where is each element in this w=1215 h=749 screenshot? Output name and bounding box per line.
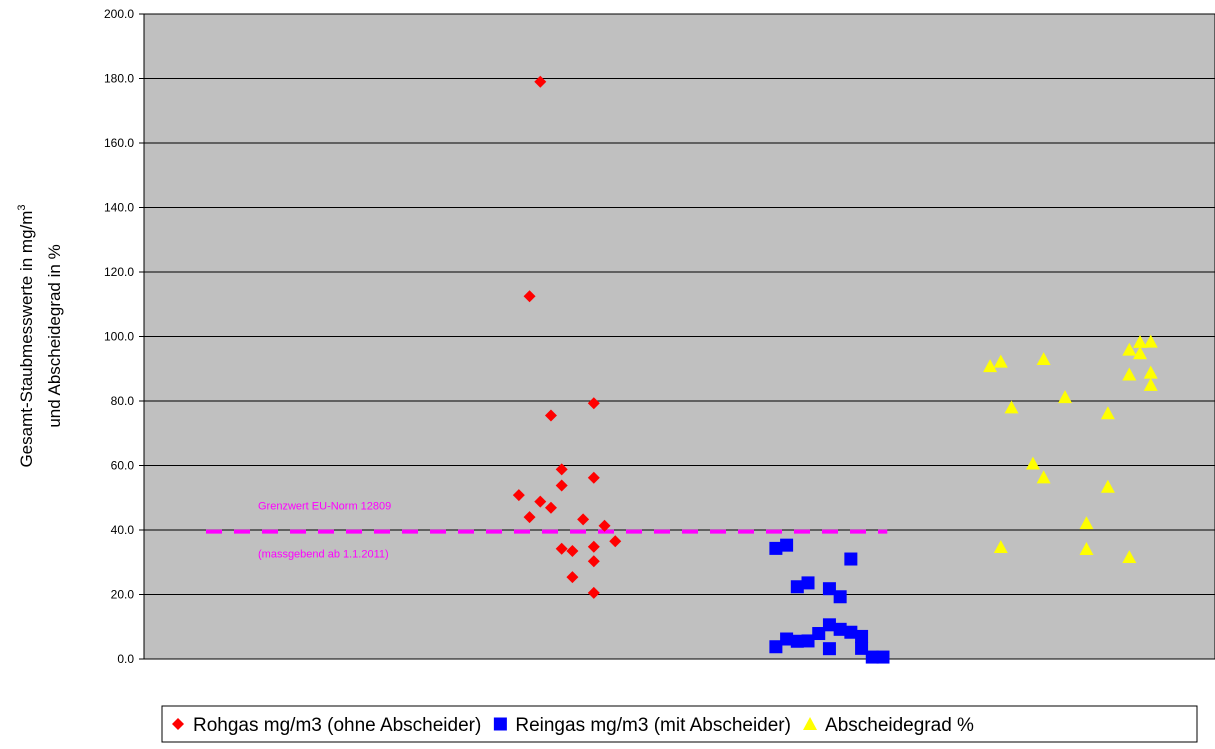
data-point-square [844,625,858,639]
data-point-diamond [566,571,579,584]
data-point-diamond [534,75,547,88]
data-point-square [780,538,794,552]
legend-box [161,705,1198,743]
legend-marker-triangle [803,717,818,730]
data-point-triangle [993,354,1008,368]
data-point-square [855,629,869,643]
data-point-triangle [1133,346,1148,360]
legend-label: Abscheidegrad % [825,715,974,736]
data-point-square [844,552,858,566]
svg-text:Gesamt-Staubmesswerte in mg/m3: Gesamt-Staubmesswerte in mg/m3 [16,204,36,467]
reference-label-above: Grenzwert EU-Norm 12809 [258,501,391,513]
data-point-square [822,618,836,632]
data-point-triangle [1004,400,1019,414]
data-point-diamond [609,535,622,548]
data-point-square [790,634,804,648]
data-point-square [865,650,879,664]
data-point-triangle [1122,367,1137,381]
data-point-triangle [1058,390,1073,404]
y-tick-label: 40.0 [111,523,135,537]
data-point-square [780,632,794,646]
y-tick-label: 80.0 [111,394,135,408]
data-point-diamond [598,519,611,532]
data-point-diamond [512,489,525,502]
data-point-triangle [1036,470,1051,484]
y-tick-label: 160.0 [104,136,134,150]
y-tick-label: 60.0 [111,459,135,473]
y-tick-label: 120.0 [104,265,134,279]
data-point-triangle [1143,365,1158,379]
series-triangle [983,334,1158,564]
data-point-triangle [1079,516,1094,530]
data-point-square [855,641,869,655]
legend-label: Reingas mg/m3 (mit Abscheider) [515,715,791,736]
y-tick-label: 140.0 [104,201,134,215]
data-point-triangle [1100,406,1115,420]
legend-items: Rohgas mg/m3 (ohne Abscheider) Reingas mg… [172,715,974,736]
y-tick-label: 0.0 [117,652,134,666]
data-point-square [790,580,804,594]
data-point-triangle [993,540,1008,554]
y-tick-label: 200.0 [104,7,134,21]
data-point-triangle [1143,377,1158,391]
data-point-triangle [1100,479,1115,493]
y-axis-title-line1: Gesamt-Staubmesswerte in mg/m [17,211,36,468]
y-tick-label: 20.0 [111,588,135,602]
data-point-diamond [523,511,536,524]
legend-item: Reingas mg/m3 (mit Abscheider) [493,715,791,736]
data-point-diamond [587,540,600,553]
legend-item: Rohgas mg/m3 (ohne Abscheider) [172,715,481,736]
data-point-triangle [1143,334,1158,348]
data-point-square [801,576,815,590]
data-point-diamond [534,495,547,508]
legend-item: Abscheidegrad % [803,715,974,736]
legend: Rohgas mg/m3 (ohne Abscheider) Reingas mg… [161,705,1198,743]
data-point-square [769,541,783,555]
y-axis-title: Gesamt-Staubmesswerte in mg/m3 und Absch… [16,204,64,467]
data-point-triangle [1122,342,1137,356]
y-tick-label: 180.0 [104,72,134,86]
data-point-square [769,640,783,654]
data-point-triangle [1079,542,1094,555]
y-axis-ticks: 0.0 20.0 40.0 60.0 80.0 100.0 120.0 140.0 160.0 1… [104,7,144,666]
data-point-square [822,582,836,596]
reference-label-below: (massgebend ab 1.1.2011) [258,549,389,561]
data-point-diamond [587,397,600,410]
legend-marker-square [493,717,507,731]
data-point-triangle [1025,456,1040,470]
series-diamond [512,75,622,599]
data-point-diamond [555,463,568,476]
data-point-triangle [1122,550,1137,564]
data-point-diamond [555,479,568,492]
legend-label: Rohgas mg/m3 (ohne Abscheider) [193,715,481,736]
data-point-diamond [587,586,600,599]
y-axis-title-line2: und Abscheidegrad in % [45,244,64,427]
data-point-diamond [587,471,600,484]
data-point-triangle [1036,352,1051,366]
series-square [769,538,890,664]
y-tick-label: 100.0 [104,330,134,344]
data-point-diamond [523,290,536,303]
data-point-diamond [577,513,590,526]
data-points [512,75,1158,664]
data-point-square [833,590,847,604]
data-point-square [822,642,836,656]
y-axis-title-superscript: 3 [16,204,28,210]
data-point-diamond [587,555,600,568]
data-point-diamond [566,544,579,557]
reference-line-group: Grenzwert EU-Norm 12809 (massgebend ab 1… [206,501,888,561]
data-point-square [876,650,890,664]
data-point-diamond [544,409,557,422]
data-point-square [801,634,815,648]
data-point-square [812,627,826,641]
legend-marker-diamond [172,718,184,730]
data-point-diamond [544,501,557,514]
data-point-square [833,622,847,636]
data-point-triangle [983,359,998,373]
data-point-diamond [555,542,568,555]
data-point-triangle [1133,334,1148,348]
